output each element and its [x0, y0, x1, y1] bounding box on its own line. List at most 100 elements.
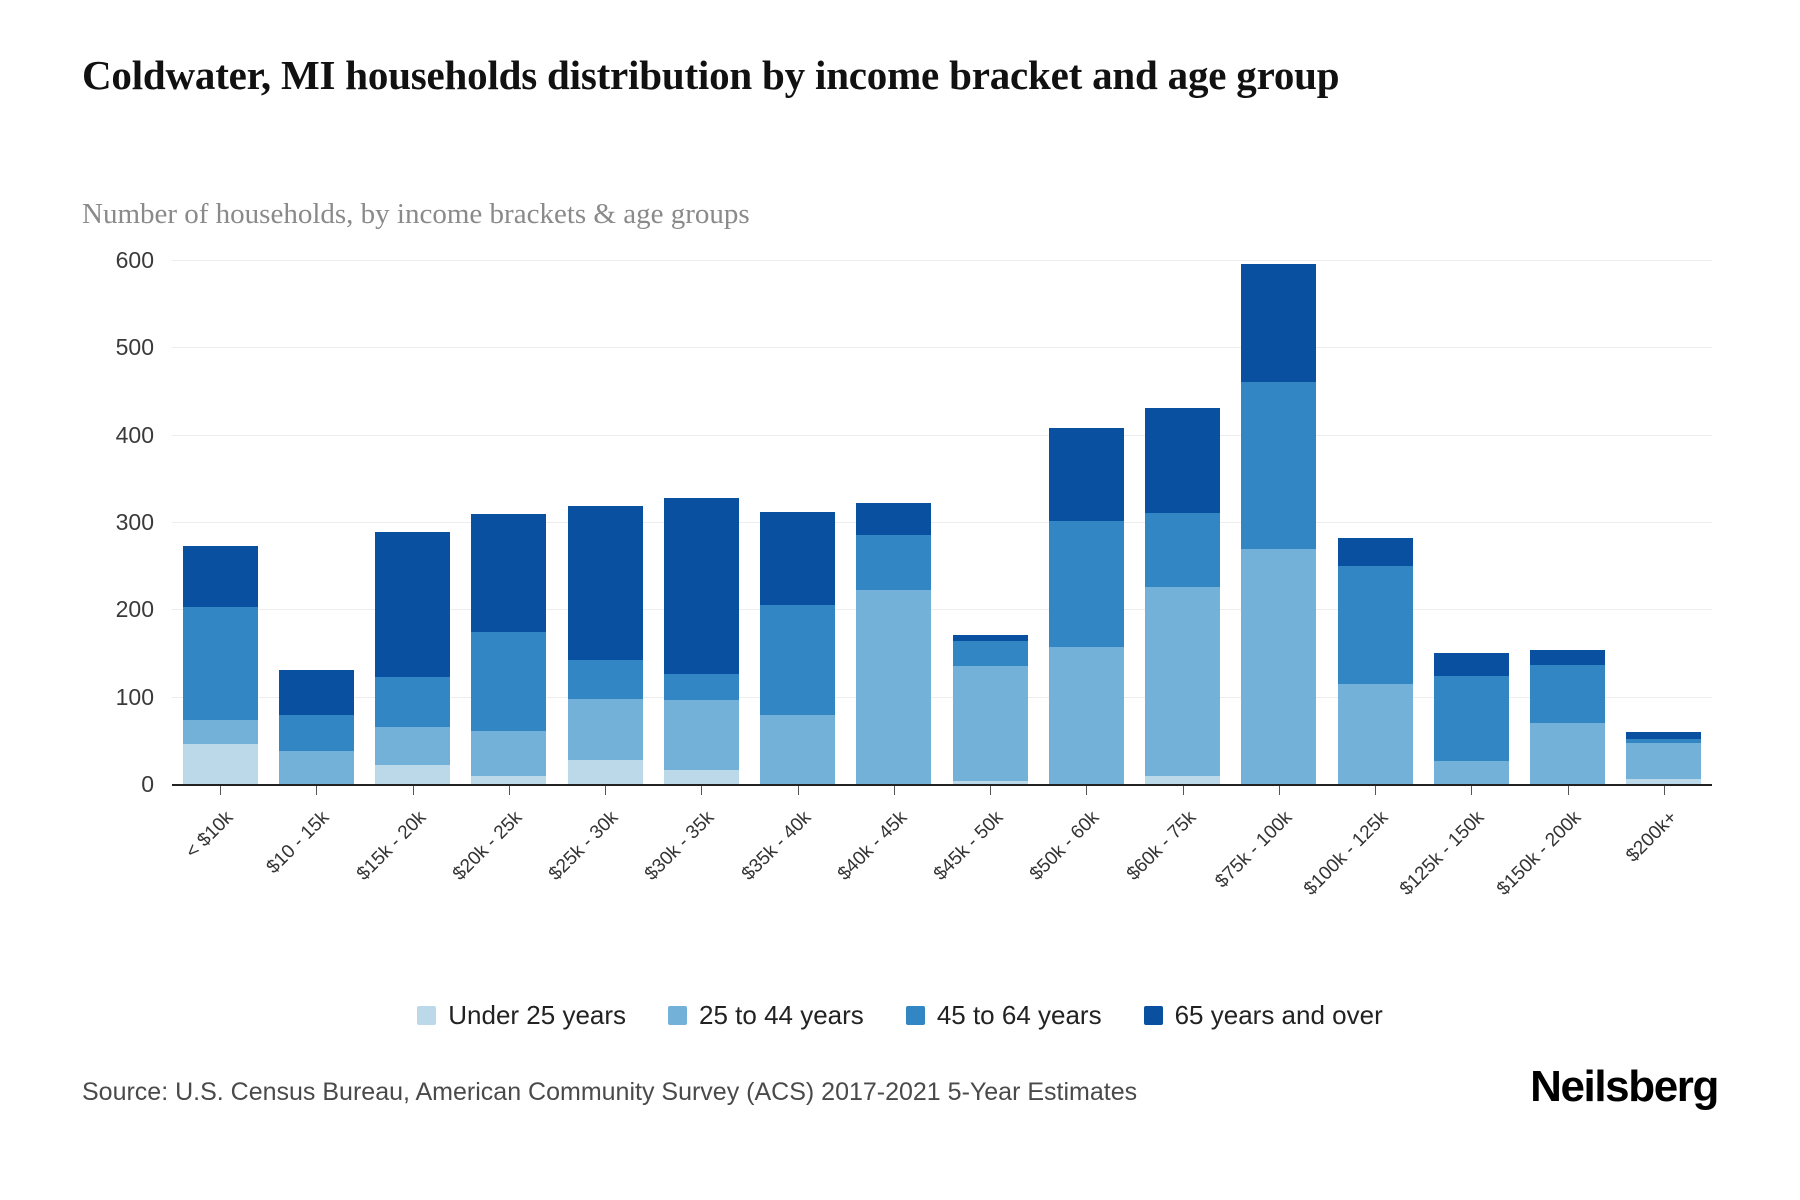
legend-label: 45 to 64 years — [936, 1000, 1102, 1030]
bar-group[interactable] — [663, 260, 739, 784]
bar-group[interactable] — [1626, 260, 1702, 784]
bar-segment[interactable] — [1530, 722, 1606, 784]
bar-segment[interactable] — [760, 715, 836, 784]
y-axis-tick-label: 200 — [115, 596, 154, 623]
bar-segment[interactable] — [1145, 407, 1221, 514]
bar-group[interactable] — [375, 260, 451, 784]
bar-segment[interactable] — [567, 760, 643, 784]
legend-swatch-icon — [1143, 1006, 1163, 1025]
bar-segment[interactable] — [952, 634, 1028, 641]
bar-segment[interactable] — [278, 670, 354, 716]
x-axis-tick-label: $60k - 75k — [1122, 807, 1201, 885]
bar-segment[interactable] — [663, 700, 739, 771]
bar-group[interactable] — [567, 260, 643, 784]
bar-segment[interactable] — [1530, 665, 1606, 723]
bar-segment[interactable] — [663, 497, 739, 674]
bar-group[interactable] — [471, 260, 547, 784]
x-axis-label-wrapper: $75k - 100k — [1211, 800, 1299, 892]
brand-logo: Neilsberg — [1530, 1062, 1719, 1111]
bar-segment[interactable] — [952, 780, 1028, 784]
bar-segment[interactable] — [1048, 646, 1124, 784]
gridline — [172, 522, 1712, 523]
bar-segment[interactable] — [375, 677, 451, 728]
x-axis-tick-mark — [1182, 786, 1184, 795]
bar-segment[interactable] — [567, 660, 643, 700]
bar-segment[interactable] — [856, 502, 932, 536]
bar-segment[interactable] — [760, 604, 836, 716]
bar-segment[interactable] — [856, 535, 932, 591]
bar-group[interactable] — [1433, 260, 1509, 784]
bar-segment[interactable] — [471, 730, 547, 777]
bar-segment[interactable] — [1626, 742, 1702, 779]
legend-item[interactable]: Under 25 years — [417, 1000, 626, 1031]
bar-segment[interactable] — [1048, 521, 1124, 647]
bar-segment[interactable] — [1337, 683, 1413, 784]
bar-segment[interactable] — [1145, 513, 1221, 587]
bar-segment[interactable] — [182, 606, 258, 721]
bar-segment[interactable] — [1530, 649, 1606, 666]
bar-segment[interactable] — [182, 720, 258, 744]
x-axis-label-wrapper: $35k - 40k — [737, 800, 817, 885]
bar-segment[interactable] — [760, 511, 836, 605]
legend-item[interactable]: 25 to 44 years — [668, 1000, 864, 1031]
bar-segment[interactable] — [1145, 586, 1221, 777]
x-axis-tick-label: $125k - 150k — [1396, 807, 1489, 900]
chart-legend: Under 25 years 25 to 44 years 45 to 64 yea… — [0, 1000, 1800, 1031]
x-axis-label-wrapper: $60k - 75k — [1122, 800, 1202, 885]
bar-segment[interactable] — [182, 743, 258, 784]
legend-item[interactable]: 45 to 64 years — [905, 1000, 1102, 1031]
bar-segment[interactable] — [375, 727, 451, 765]
bar-segment[interactable] — [1433, 653, 1509, 676]
x-axis-tick-label: $20k - 25k — [448, 807, 527, 885]
bar-segment[interactable] — [471, 632, 547, 731]
x-axis-label-wrapper: $150k - 200k — [1493, 800, 1587, 900]
bar-segment[interactable] — [471, 514, 547, 633]
bar-segment[interactable] — [952, 666, 1028, 781]
bar-segment[interactable] — [1241, 549, 1317, 784]
bar-segment[interactable] — [1433, 675, 1509, 762]
x-axis-tick-label: $15k - 20k — [352, 807, 431, 885]
bar-segment[interactable] — [1626, 731, 1702, 740]
bar-segment[interactable] — [567, 699, 643, 761]
y-axis-tick-label: 300 — [115, 509, 154, 535]
bar-segment[interactable] — [952, 640, 1028, 667]
bar-segment[interactable] — [1626, 739, 1702, 743]
x-axis-tick-mark — [1471, 786, 1473, 795]
bar-segment[interactable] — [663, 673, 739, 701]
bar-group[interactable] — [1530, 260, 1606, 784]
bar-segment[interactable] — [375, 531, 451, 678]
bar-group[interactable] — [1145, 260, 1221, 784]
bar-segment[interactable] — [278, 750, 354, 784]
x-axis-label-wrapper: < $10k — [182, 800, 239, 863]
bar-group[interactable] — [1241, 260, 1317, 784]
bar-segment[interactable] — [1626, 778, 1702, 784]
bar-group[interactable] — [182, 260, 258, 784]
bar-segment[interactable] — [182, 546, 258, 607]
bar-group[interactable] — [1337, 260, 1413, 784]
bar-group[interactable] — [1048, 260, 1124, 784]
bar-segment[interactable] — [1337, 537, 1413, 566]
bar-segment[interactable] — [1048, 427, 1124, 522]
bar-segment[interactable] — [1145, 776, 1221, 784]
bar-group[interactable] — [278, 260, 354, 784]
bar-group[interactable] — [856, 260, 932, 784]
bar-segment[interactable] — [567, 506, 643, 660]
x-axis-tick-mark — [990, 786, 992, 795]
bar-segment[interactable] — [1241, 382, 1317, 550]
bar-group[interactable] — [952, 260, 1028, 784]
bar-segment[interactable] — [856, 590, 932, 784]
bar-segment[interactable] — [1433, 761, 1509, 784]
bar-segment[interactable] — [1241, 264, 1317, 383]
bar-segment[interactable] — [375, 764, 451, 784]
bar-segment[interactable] — [663, 770, 739, 784]
x-axis-tick-mark — [893, 786, 895, 795]
y-axis-tick-label: 600 — [115, 247, 154, 273]
bar-segment[interactable] — [1337, 565, 1413, 684]
bar-segment[interactable] — [471, 776, 547, 784]
legend-swatch-icon — [668, 1006, 688, 1025]
legend-label: 65 years and over — [1174, 1000, 1383, 1030]
bar-group[interactable] — [760, 260, 836, 784]
bar-segment[interactable] — [278, 715, 354, 751]
legend-item[interactable]: 65 years and over — [1143, 1000, 1383, 1031]
x-axis-tick-label: $40k - 45k — [833, 807, 912, 885]
